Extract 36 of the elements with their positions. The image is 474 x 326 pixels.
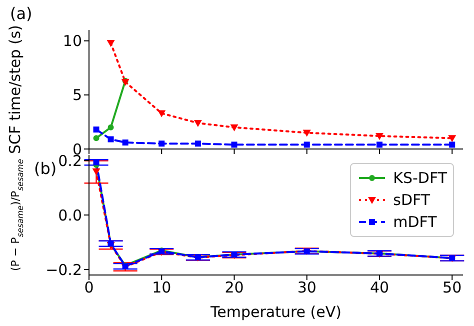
point bbox=[448, 135, 456, 142]
point bbox=[108, 136, 114, 142]
point bbox=[158, 140, 165, 147]
x-tick-label: 50 bbox=[442, 278, 462, 297]
x-tick-label: 0 bbox=[84, 278, 94, 297]
point bbox=[375, 133, 384, 140]
y-axis-title: SCF time/step (s) bbox=[6, 24, 24, 154]
y-tick-label: −0.2 bbox=[46, 260, 82, 279]
point bbox=[230, 124, 238, 132]
y-tick-label: 5 bbox=[72, 86, 82, 104]
x-tick-label: 30 bbox=[297, 278, 316, 297]
point bbox=[106, 40, 115, 47]
point bbox=[158, 110, 166, 118]
text: (b) bbox=[34, 159, 57, 178]
point bbox=[302, 130, 311, 137]
x-tick-label: 20 bbox=[224, 278, 244, 297]
x-axis-title: Temperature (eV) bbox=[210, 303, 342, 321]
point bbox=[108, 124, 114, 130]
point bbox=[304, 142, 310, 148]
y-tick-label: 10 bbox=[62, 32, 82, 50]
point bbox=[376, 142, 382, 148]
text: (a) bbox=[10, 4, 32, 23]
point bbox=[231, 142, 238, 148]
legend-label: mDFT bbox=[393, 212, 437, 233]
x-tick-label: 10 bbox=[152, 278, 172, 297]
point bbox=[93, 126, 100, 133]
x-tick-label: 40 bbox=[370, 278, 390, 297]
y-tick-label: 0.0 bbox=[58, 206, 82, 224]
point bbox=[194, 120, 202, 128]
point bbox=[93, 135, 100, 142]
point bbox=[194, 140, 201, 147]
legend-label: KS-DFT bbox=[393, 168, 447, 189]
point bbox=[449, 142, 456, 148]
point bbox=[92, 168, 100, 176]
legend-label: sDFT bbox=[393, 190, 430, 211]
point bbox=[122, 140, 128, 146]
